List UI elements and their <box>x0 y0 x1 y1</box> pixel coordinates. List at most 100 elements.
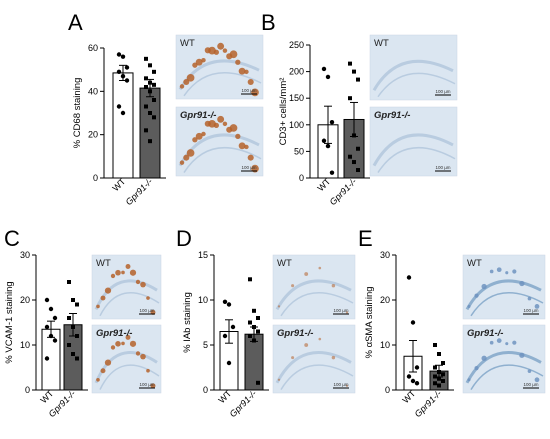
scale-bar-label: 100 µm <box>333 382 348 387</box>
y-tick-label: 0 <box>93 173 98 183</box>
panel-letter: C <box>4 226 20 251</box>
data-point-gpr91 <box>67 343 71 347</box>
y-tick-label: 200 <box>289 67 304 77</box>
stain-mark <box>229 50 238 59</box>
data-point-gpr91 <box>152 115 156 120</box>
stain-mark <box>505 342 509 346</box>
x-category-label: WT <box>315 176 332 193</box>
stain-mark <box>115 341 121 347</box>
vessel-wall <box>470 292 544 317</box>
data-point-gpr91 <box>252 308 256 313</box>
scale-bar-label: 100 µm <box>241 165 256 170</box>
stain-mark <box>304 272 309 276</box>
vessel-wall <box>372 133 454 167</box>
micrograph-wt: WT 100 µm <box>462 254 546 320</box>
vessel-wall <box>275 351 352 384</box>
x-category-label: Gpr91-/- <box>328 176 359 207</box>
data-point-wt <box>120 73 126 79</box>
stain-mark <box>110 345 116 350</box>
stain-mark <box>331 283 336 288</box>
data-point-gpr91 <box>433 343 437 347</box>
stain-mark <box>125 264 131 269</box>
y-axis-label: % VCAM-1 staining <box>4 281 15 363</box>
stain-mark <box>179 84 185 89</box>
data-point-wt <box>325 143 331 149</box>
x-category-label: WT <box>400 388 417 405</box>
stain-mark <box>135 279 141 285</box>
data-point-wt <box>120 54 126 59</box>
data-point-wt <box>116 69 122 75</box>
data-point-gpr91 <box>148 111 152 115</box>
bar-wt <box>41 328 61 391</box>
data-point-gpr91 <box>437 352 441 356</box>
stain-mark <box>129 340 137 347</box>
y-tick-label: 30 <box>380 250 390 260</box>
vessel-wall <box>280 364 354 390</box>
bar-gpr91 <box>244 333 264 391</box>
vessel-wall <box>99 364 160 390</box>
data-point-gpr91 <box>144 76 148 81</box>
data-point-wt <box>116 104 122 109</box>
vessel-wall <box>275 279 352 311</box>
data-point-gpr91 <box>437 376 441 381</box>
data-point-gpr91 <box>152 69 156 74</box>
stain-mark <box>247 78 254 86</box>
y-tick-label: 10 <box>20 340 30 350</box>
scale-bar-label: 100 µm <box>435 89 450 94</box>
stain-mark <box>195 58 203 66</box>
x-category-label: WT <box>110 176 127 193</box>
stain-mark <box>195 132 203 140</box>
data-point-gpr91 <box>252 338 256 343</box>
stain-mark <box>140 281 146 288</box>
y-axis-label: CD3+ cells/mm² <box>278 78 289 146</box>
stain-mark <box>481 283 487 290</box>
micrograph-wt: WT 100 µm <box>175 34 264 100</box>
x-category-label: Gpr91-/- <box>413 388 444 419</box>
micrograph-gpr91: Gpr91-/- 100 µm <box>369 106 458 177</box>
micrograph-gpr91: Gpr91-/- 100 µm <box>175 106 264 177</box>
vessel-wall <box>377 72 456 98</box>
vessel-wall <box>372 59 454 92</box>
micrograph-gpr91: Gpr91-/- 100 µm <box>462 324 546 394</box>
data-point-wt <box>124 65 130 70</box>
stain-mark <box>192 137 198 143</box>
data-point-gpr91 <box>437 370 441 374</box>
stain-mark <box>100 368 106 374</box>
data-point-wt <box>48 306 54 312</box>
y-axis-label: % CD68 staining <box>72 78 83 149</box>
stain-mark <box>489 340 494 345</box>
stain-mark <box>115 269 121 276</box>
micrograph-label: Gpr91-/- <box>374 110 410 121</box>
stain-mark <box>146 368 150 373</box>
y-axis-label: % αSMA staining <box>364 286 375 358</box>
stain-mark <box>146 296 150 300</box>
stain-mark <box>100 295 106 301</box>
data-point-wt <box>120 110 126 116</box>
data-point-gpr91 <box>75 302 79 307</box>
scale-bar-label: 100 µm <box>435 165 450 170</box>
y-tick-label: 15 <box>198 250 208 260</box>
stain-mark <box>186 73 195 82</box>
stain-mark <box>213 49 219 55</box>
vessel-wall <box>183 146 262 173</box>
y-tick-label: 0 <box>25 385 30 395</box>
stain-mark <box>519 352 525 358</box>
micrograph-wt: WT 100 µm <box>91 254 162 320</box>
y-tick-label: 100 <box>289 120 304 130</box>
stain-mark <box>318 266 322 270</box>
data-point-gpr91 <box>352 69 356 74</box>
stain-mark <box>467 378 471 382</box>
vessel-wall <box>94 351 158 384</box>
micrograph-label: WT <box>374 38 389 49</box>
stain-mark <box>222 121 228 127</box>
data-point-wt <box>410 320 416 325</box>
stain-mark <box>534 304 540 309</box>
micrograph-gpr91: Gpr91-/- 100 µm <box>272 324 356 394</box>
data-point-wt <box>52 315 58 321</box>
stain-mark <box>244 144 249 150</box>
data-point-wt <box>48 333 54 339</box>
scale-bar-label: 100 µm <box>139 382 154 387</box>
micrograph-label: Gpr91-/- <box>96 328 132 339</box>
